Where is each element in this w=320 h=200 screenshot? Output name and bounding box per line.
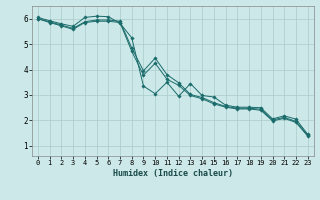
X-axis label: Humidex (Indice chaleur): Humidex (Indice chaleur)	[113, 169, 233, 178]
